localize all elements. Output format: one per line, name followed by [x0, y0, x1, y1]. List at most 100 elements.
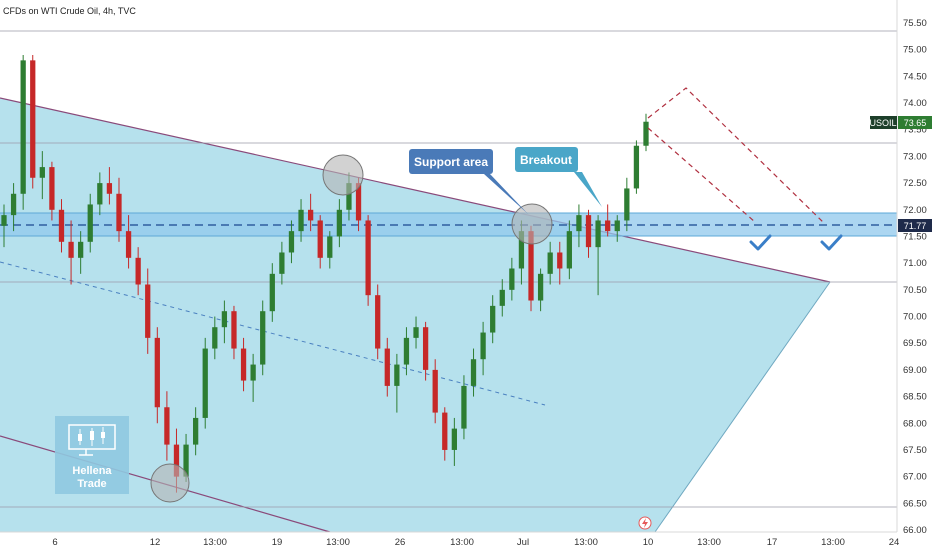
price-tick-label: 68.00	[903, 418, 927, 429]
projection-path-upper	[647, 87, 826, 225]
price-tick-label: 72.00	[903, 205, 927, 216]
time-tick-label: 13:00	[574, 537, 598, 548]
candle-body	[633, 145, 640, 189]
candle-body	[346, 183, 352, 210]
price-axis-labels: 75.50 75.00 74.50 74.00 73.50 73.00 72.50 72.00…	[903, 18, 927, 536]
candle-body	[365, 220, 371, 296]
logo-line1: Hellena	[72, 465, 112, 477]
candle-body	[528, 231, 534, 301]
price-tick-label: 73.00	[903, 151, 927, 162]
candle-body	[624, 188, 630, 221]
support-area-label: Support area	[414, 155, 488, 169]
candle-body	[307, 209, 314, 221]
candle-body	[106, 183, 113, 194]
candle-body	[154, 337, 160, 408]
touch-circle-support	[511, 203, 553, 245]
candle-body	[20, 60, 26, 194]
candle-body	[375, 295, 381, 349]
time-tick-label: 13:00	[450, 537, 474, 548]
candle-body	[490, 305, 496, 333]
time-tick-label: 13:00	[821, 537, 845, 548]
candle-body	[221, 311, 228, 328]
candle-body	[125, 231, 132, 258]
time-tick-label: 24	[889, 537, 900, 548]
candle-body	[614, 220, 620, 232]
time-tick-label: 13:00	[326, 537, 350, 548]
chart-title: CFDs on WTI Crude Oil, 4h, TVC	[3, 6, 136, 16]
candle-body	[461, 385, 467, 429]
candle-body	[336, 209, 343, 237]
candle-body	[87, 204, 93, 242]
candle-body	[413, 327, 419, 338]
last-price-badge: 73.65	[898, 116, 932, 129]
price-tick-label: 74.50	[903, 71, 927, 82]
price-tick-label: 68.50	[903, 392, 927, 403]
candle-body	[566, 231, 572, 269]
candle-body	[327, 236, 333, 258]
candle-body	[585, 215, 592, 248]
breakout-callout: Breakout	[515, 147, 602, 207]
price-tick-label: 70.50	[903, 285, 927, 296]
level-price-badge: 71.77	[898, 219, 932, 232]
candle-body	[595, 220, 601, 248]
price-tick-label: 75.00	[903, 45, 927, 56]
candle-body	[298, 209, 304, 232]
channel-area	[0, 98, 830, 532]
candle-body	[135, 257, 141, 285]
candle-body	[317, 220, 323, 258]
candle-body	[537, 273, 544, 301]
candle-body	[480, 332, 486, 360]
time-tick-label: 10	[643, 537, 654, 548]
logo-line2: Trade	[77, 478, 106, 490]
candle-body	[39, 167, 45, 178]
time-tick-label: Jul	[517, 537, 529, 548]
price-tick-label: 70.00	[903, 312, 927, 323]
candle-body	[164, 407, 170, 445]
price-tick-label: 75.50	[903, 18, 927, 29]
candle-body	[78, 241, 84, 258]
touch-circle-top	[322, 154, 364, 196]
support-area-callout: Support area	[409, 149, 528, 214]
candle-body	[173, 444, 180, 477]
candles-group	[1, 55, 649, 493]
price-tick-label: 66.00	[903, 525, 927, 536]
candle-body	[643, 121, 649, 146]
time-tick-label: 17	[767, 537, 778, 548]
candle-body	[557, 252, 563, 269]
price-tick-label: 69.00	[903, 365, 927, 376]
candle-body	[576, 215, 582, 232]
time-tick-label: 26	[395, 537, 406, 548]
candle-body	[509, 268, 515, 290]
candle-body	[499, 289, 505, 306]
candle-body	[279, 252, 285, 274]
candle-body	[250, 364, 256, 381]
candle-body	[605, 220, 611, 232]
candle-body	[260, 311, 266, 365]
time-axis[interactable]	[0, 532, 897, 550]
candle-body	[269, 273, 275, 312]
price-tick-label: 71.50	[903, 231, 927, 242]
mid-trend-line	[0, 261, 546, 406]
time-tick-label: 6	[52, 537, 57, 548]
check-icon	[749, 234, 772, 251]
candle-body	[68, 241, 74, 258]
price-tick-label: 66.50	[903, 498, 927, 509]
candle-body	[288, 231, 295, 253]
candle-body	[212, 327, 218, 349]
candle-body	[49, 167, 55, 210]
candle-body	[145, 284, 151, 338]
time-tick-label: 13:00	[203, 537, 227, 548]
channel-upper-line	[0, 97, 831, 283]
projection-path-lower	[647, 127, 756, 223]
candle-body	[202, 348, 208, 418]
price-tick-label: 67.00	[903, 472, 927, 483]
time-axis-labels: 6 12 13:00 19 13:00 26 13:00 Jul 13:00 10 13:00 17 1…	[52, 537, 899, 548]
event-flash-icon	[638, 516, 652, 530]
price-tick-label: 71.00	[903, 258, 927, 269]
price-axis[interactable]	[897, 0, 932, 550]
candle-body	[58, 209, 65, 242]
level-price-label: 71.77	[904, 221, 927, 231]
candle-body	[394, 364, 400, 386]
time-tick-label: 19	[272, 537, 283, 548]
last-price-label: 73.65	[904, 118, 927, 128]
